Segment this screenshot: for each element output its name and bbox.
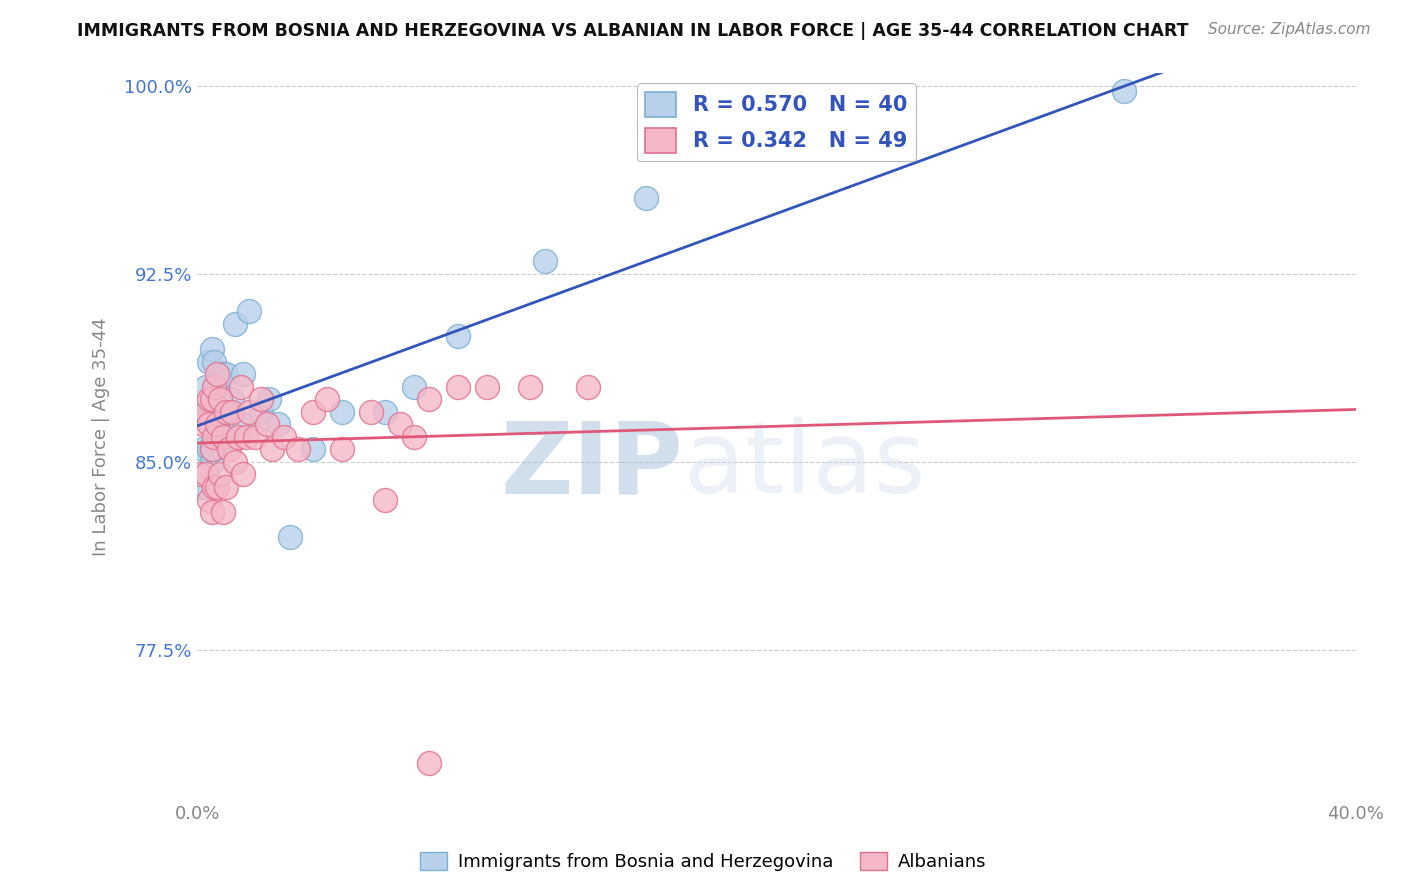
- Point: [209, 392, 232, 406]
- Point: [418, 756, 440, 770]
- Point: [302, 405, 325, 419]
- Point: [191, 442, 214, 457]
- Point: [218, 442, 240, 457]
- Point: [212, 367, 235, 381]
- Point: [226, 430, 249, 444]
- Point: [212, 405, 235, 419]
- Point: [404, 379, 426, 393]
- Text: Source: ZipAtlas.com: Source: ZipAtlas.com: [1208, 22, 1371, 37]
- Point: [404, 430, 426, 444]
- Point: [243, 430, 266, 444]
- Point: [207, 379, 229, 393]
- Point: [194, 379, 217, 393]
- Point: [221, 405, 243, 419]
- Point: [204, 405, 226, 419]
- Point: [204, 379, 226, 393]
- Point: [229, 417, 252, 432]
- Point: [194, 467, 217, 482]
- Point: [204, 430, 226, 444]
- Point: [388, 417, 411, 432]
- Point: [302, 442, 325, 457]
- Point: [256, 417, 278, 432]
- Text: atlas: atlas: [683, 417, 925, 515]
- Point: [215, 367, 238, 381]
- Point: [224, 455, 246, 469]
- Point: [259, 392, 281, 406]
- Legend: R = 0.570   N = 40, R = 0.342   N = 49: R = 0.570 N = 40, R = 0.342 N = 49: [637, 83, 915, 161]
- Point: [374, 405, 396, 419]
- Point: [215, 405, 238, 419]
- Point: [207, 367, 229, 381]
- Point: [200, 342, 222, 356]
- Point: [207, 417, 229, 432]
- Point: [212, 430, 235, 444]
- Point: [207, 417, 229, 432]
- Point: [200, 455, 222, 469]
- Point: [200, 392, 222, 406]
- Point: [200, 442, 222, 457]
- Point: [249, 405, 271, 419]
- Point: [204, 442, 226, 457]
- Point: [207, 480, 229, 494]
- Point: [360, 405, 382, 419]
- Point: [447, 329, 470, 343]
- Point: [215, 480, 238, 494]
- Point: [475, 379, 498, 393]
- Point: [287, 442, 309, 457]
- Point: [1112, 84, 1135, 98]
- Point: [519, 379, 541, 393]
- Point: [197, 492, 219, 507]
- Point: [267, 417, 290, 432]
- Point: [238, 304, 260, 318]
- Point: [330, 405, 353, 419]
- Text: ZIP: ZIP: [501, 417, 683, 515]
- Point: [238, 405, 260, 419]
- Point: [212, 505, 235, 519]
- Point: [273, 430, 295, 444]
- Point: [194, 405, 217, 419]
- Point: [218, 405, 240, 419]
- Legend: Immigrants from Bosnia and Herzegovina, Albanians: Immigrants from Bosnia and Herzegovina, …: [412, 845, 994, 879]
- Point: [374, 492, 396, 507]
- Point: [194, 480, 217, 494]
- Point: [533, 254, 555, 268]
- Y-axis label: In Labor Force | Age 35-44: In Labor Force | Age 35-44: [93, 318, 110, 556]
- Point: [221, 392, 243, 406]
- Point: [232, 467, 254, 482]
- Point: [197, 442, 219, 457]
- Point: [200, 442, 222, 457]
- Point: [224, 317, 246, 331]
- Point: [197, 417, 219, 432]
- Point: [209, 417, 232, 432]
- Point: [200, 405, 222, 419]
- Point: [204, 354, 226, 368]
- Point: [262, 442, 284, 457]
- Point: [209, 467, 232, 482]
- Point: [576, 379, 599, 393]
- Point: [232, 367, 254, 381]
- Point: [188, 467, 211, 482]
- Point: [188, 480, 211, 494]
- Point: [197, 405, 219, 419]
- Point: [200, 505, 222, 519]
- Point: [634, 191, 657, 205]
- Point: [204, 480, 226, 494]
- Point: [229, 379, 252, 393]
- Point: [447, 379, 470, 393]
- Point: [330, 442, 353, 457]
- Point: [316, 392, 339, 406]
- Point: [249, 392, 271, 406]
- Point: [197, 392, 219, 406]
- Point: [191, 417, 214, 432]
- Point: [215, 430, 238, 444]
- Text: IMMIGRANTS FROM BOSNIA AND HERZEGOVINA VS ALBANIAN IN LABOR FORCE | AGE 35-44 CO: IMMIGRANTS FROM BOSNIA AND HERZEGOVINA V…: [77, 22, 1189, 40]
- Point: [197, 354, 219, 368]
- Point: [235, 430, 257, 444]
- Point: [278, 530, 301, 544]
- Point: [418, 392, 440, 406]
- Point: [194, 405, 217, 419]
